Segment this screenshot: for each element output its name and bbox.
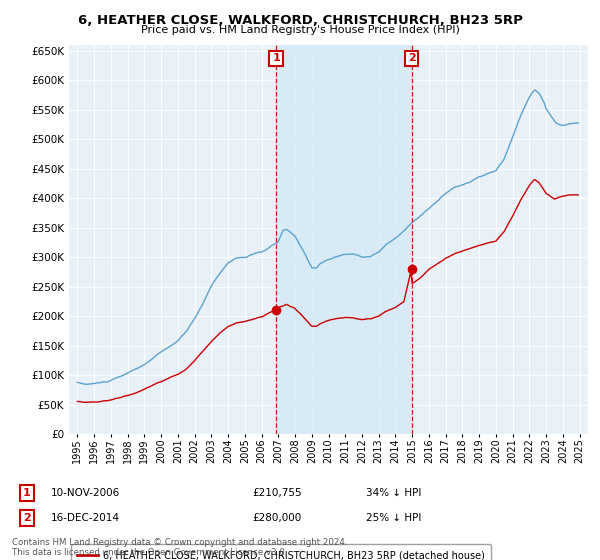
Bar xyxy=(276,45,412,434)
Text: £280,000: £280,000 xyxy=(252,513,301,523)
Text: 2: 2 xyxy=(407,53,415,63)
Text: 6, HEATHER CLOSE, WALKFORD, CHRISTCHURCH, BH23 5RP: 6, HEATHER CLOSE, WALKFORD, CHRISTCHURCH… xyxy=(77,14,523,27)
Text: Price paid vs. HM Land Registry's House Price Index (HPI): Price paid vs. HM Land Registry's House … xyxy=(140,25,460,35)
Text: 1: 1 xyxy=(23,488,31,498)
Text: 34% ↓ HPI: 34% ↓ HPI xyxy=(366,488,421,498)
Text: 16-DEC-2014: 16-DEC-2014 xyxy=(51,513,120,523)
Text: £210,755: £210,755 xyxy=(252,488,302,498)
Text: 2: 2 xyxy=(23,513,31,523)
Text: 25% ↓ HPI: 25% ↓ HPI xyxy=(366,513,421,523)
Legend: 6, HEATHER CLOSE, WALKFORD, CHRISTCHURCH, BH23 5RP (detached house), HPI: Averag: 6, HEATHER CLOSE, WALKFORD, CHRISTCHURCH… xyxy=(71,544,491,560)
Text: Contains HM Land Registry data © Crown copyright and database right 2024.
This d: Contains HM Land Registry data © Crown c… xyxy=(12,538,347,557)
Text: 1: 1 xyxy=(272,53,280,63)
Text: 10-NOV-2006: 10-NOV-2006 xyxy=(51,488,120,498)
